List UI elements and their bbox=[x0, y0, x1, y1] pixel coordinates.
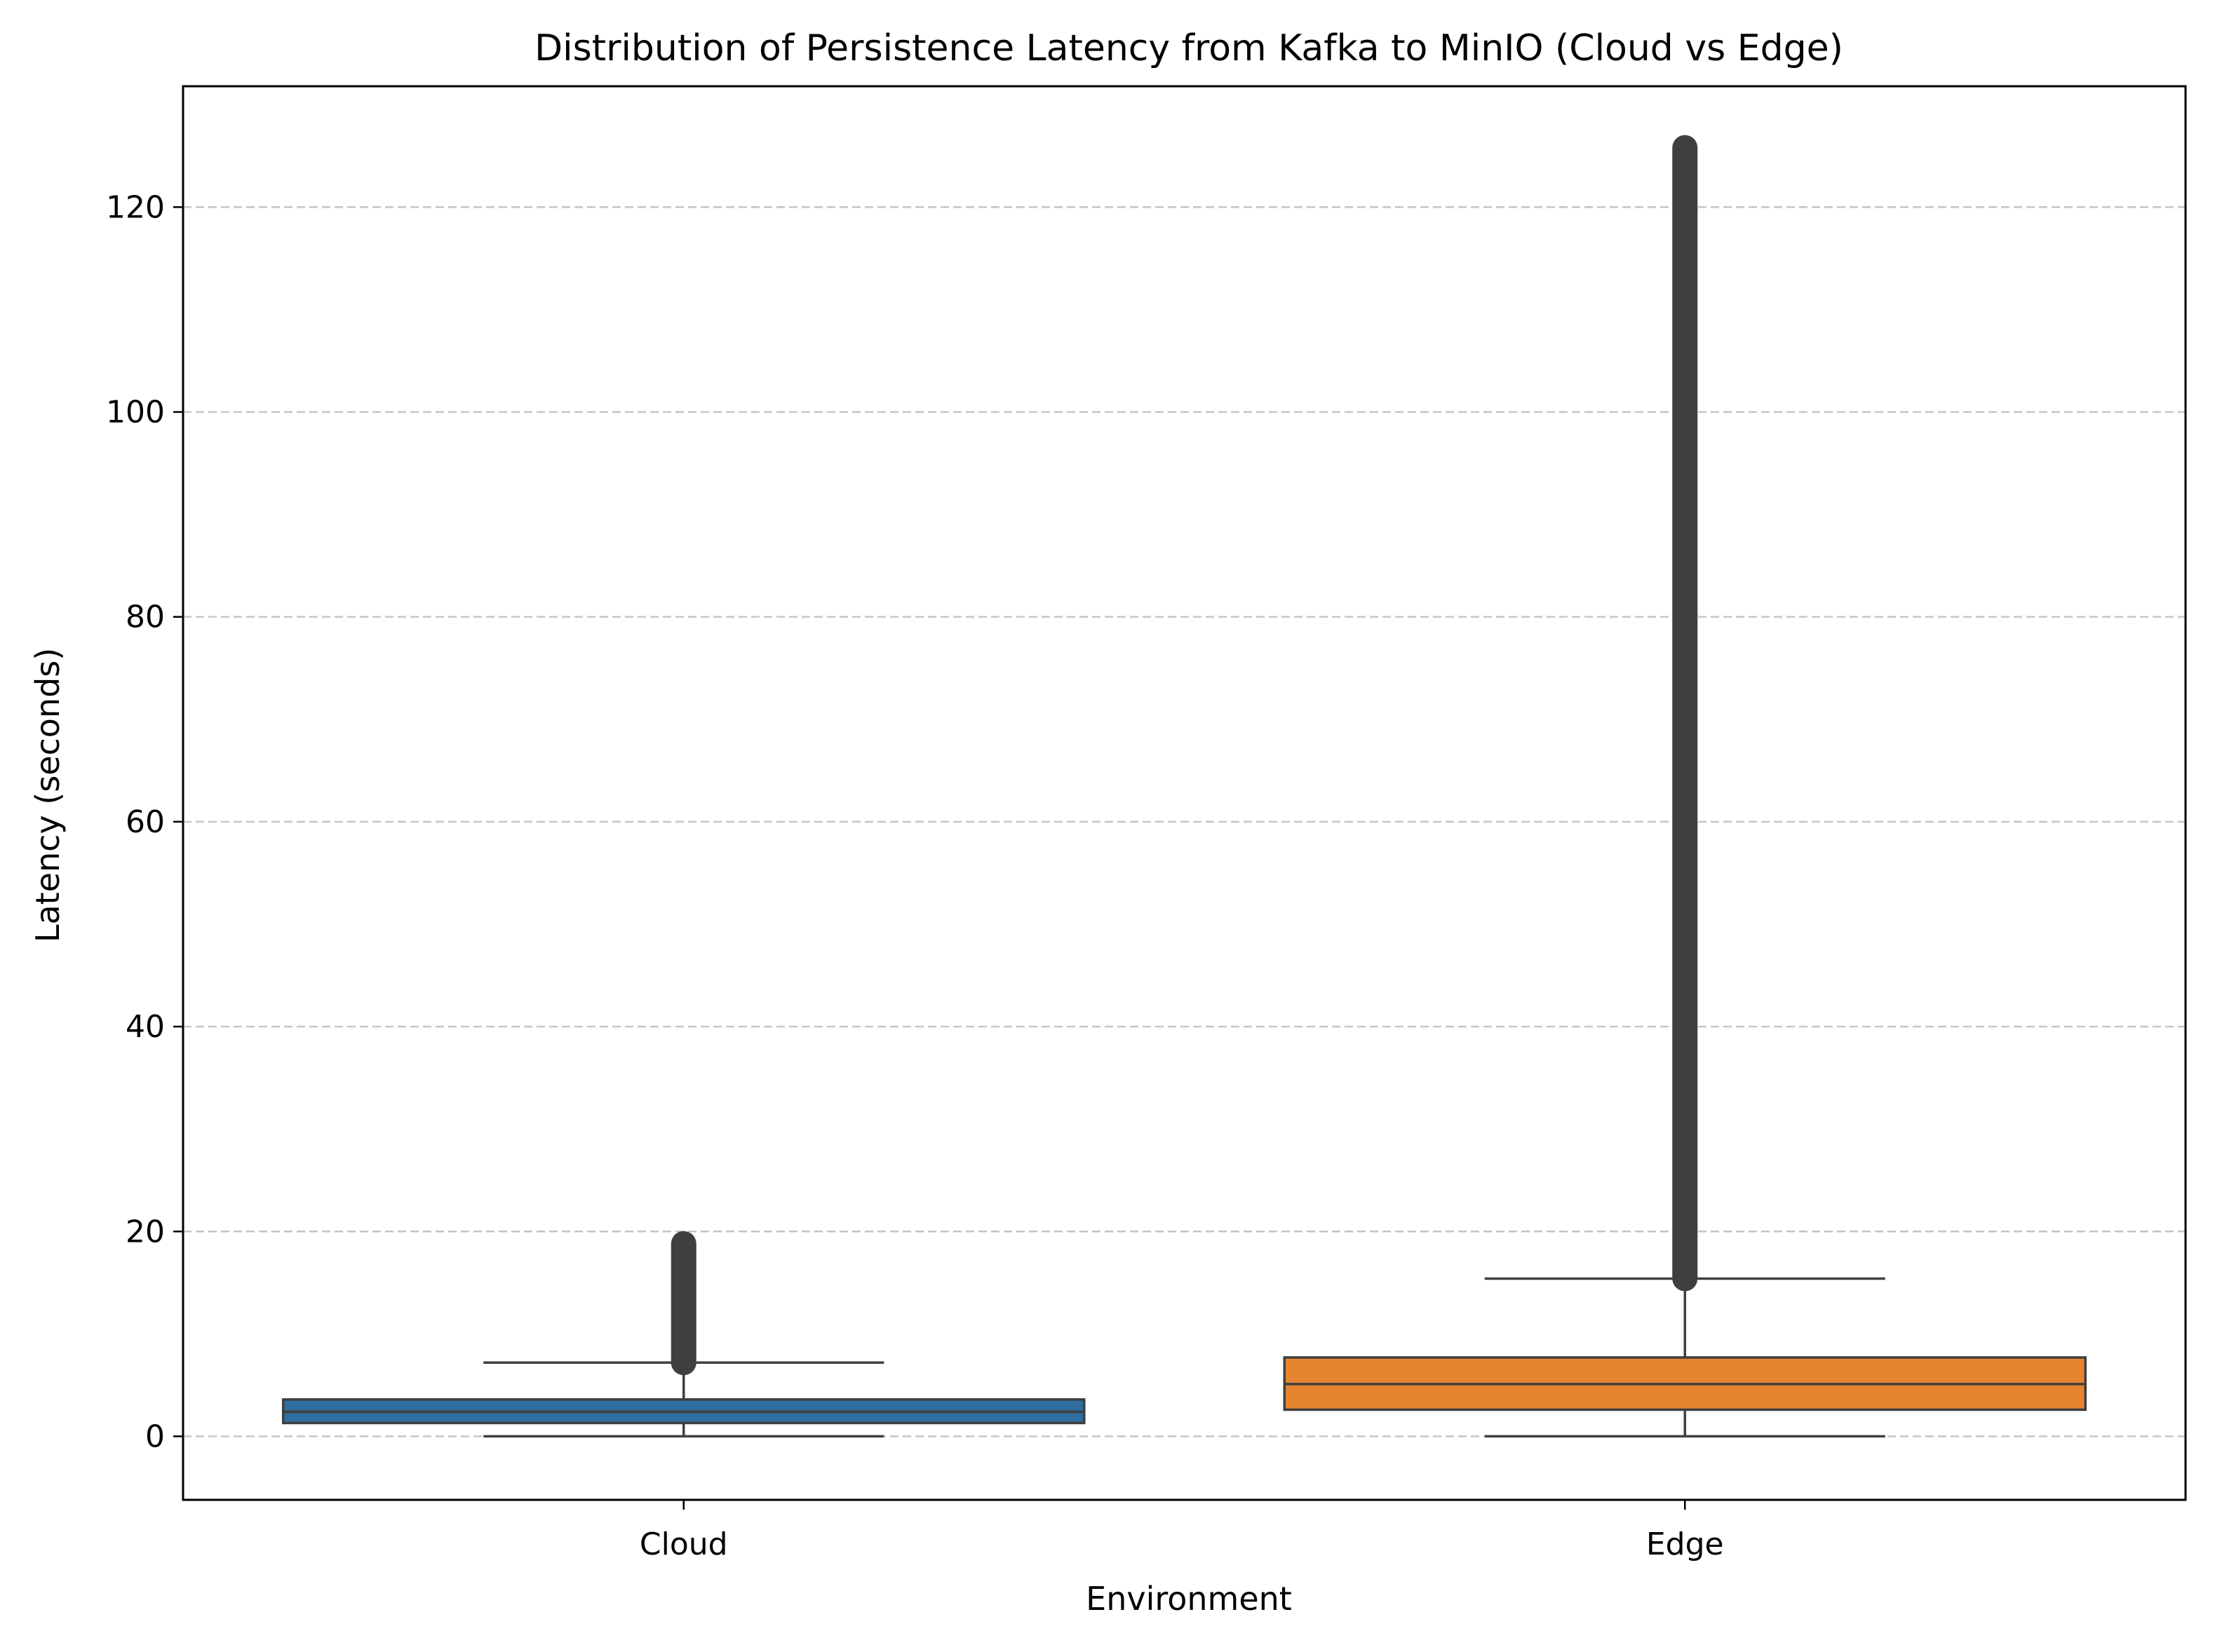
plot-frame bbox=[182, 85, 2187, 1501]
y-tick-label: 0 bbox=[145, 1419, 165, 1454]
y-tick-label: 40 bbox=[126, 1009, 165, 1045]
y-tick-label: 120 bbox=[106, 189, 165, 225]
y-axis-label: Latency (seconds) bbox=[29, 648, 67, 942]
x-tick-label-cloud: Cloud bbox=[640, 1526, 728, 1562]
chart-title: Distribution of Persistence Latency from… bbox=[534, 27, 1843, 69]
plot-area: Cloud Edge 0 20 40 60 80 100 120 bbox=[106, 85, 2187, 1562]
x-tick-label-edge: Edge bbox=[1646, 1526, 1724, 1562]
y-tick-label: 60 bbox=[126, 804, 165, 840]
y-tick-label: 20 bbox=[126, 1214, 165, 1250]
x-axis-label: Environment bbox=[1086, 1580, 1292, 1618]
y-tick-label: 80 bbox=[126, 600, 165, 635]
y-tick-label: 100 bbox=[106, 395, 165, 431]
